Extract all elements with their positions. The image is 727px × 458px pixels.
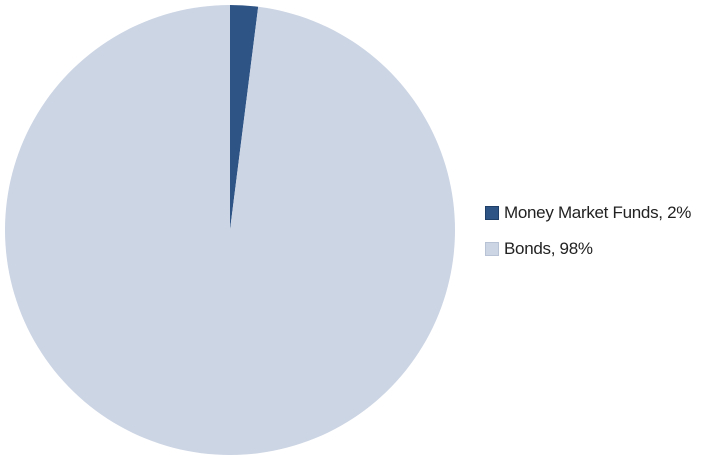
chart-legend: Money Market Funds, 2% Bonds, 98%: [485, 201, 691, 273]
legend-swatch-bonds: [485, 242, 499, 256]
legend-swatch-money-market-funds: [485, 206, 499, 220]
pie-slice-bonds: [5, 5, 456, 455]
pie-slice-money-market-funds: [230, 5, 259, 230]
legend-label-money-market-funds: Money Market Funds, 2%: [504, 203, 692, 222]
legend-item-bonds: Bonds, 98%: [485, 237, 691, 261]
legend-label-bonds: Bonds, 98%: [504, 239, 593, 258]
legend-item-money-market-funds: Money Market Funds, 2%: [485, 201, 691, 225]
